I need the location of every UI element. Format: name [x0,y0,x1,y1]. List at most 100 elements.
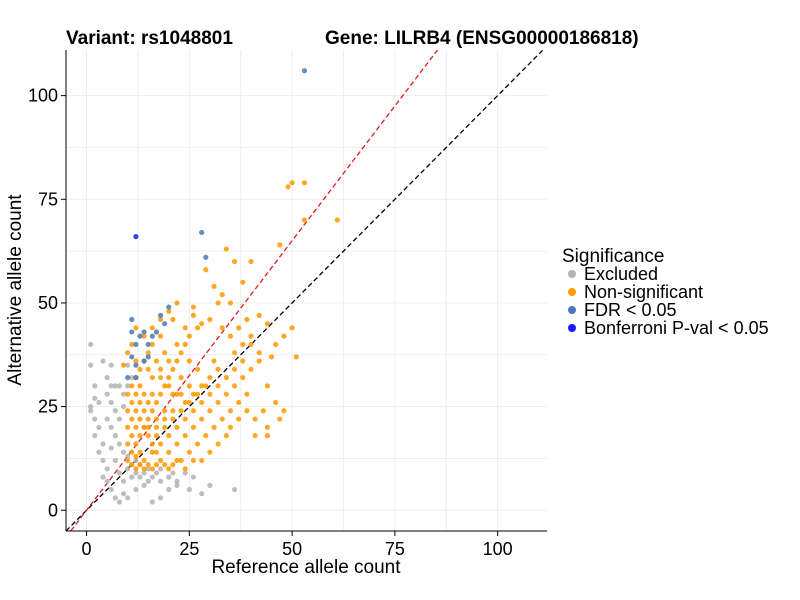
point-non-significant [129,399,135,406]
point-fdr-0-05 [129,354,135,360]
point-fdr-0-05 [129,329,135,335]
point-non-significant [219,292,225,298]
point-fdr-0-05 [166,304,172,310]
point-non-significant [223,391,229,397]
point-non-significant [162,462,168,468]
point-non-significant [190,457,197,464]
point-excluded [129,474,135,480]
point-non-significant [301,180,308,186]
chart-title-gene: Gene: LILRB4 (ENSG00000186818) [325,28,639,49]
point-non-significant [166,358,172,364]
point-non-significant [133,408,139,414]
point-excluded [166,474,172,480]
point-non-significant [162,408,168,414]
point-excluded [108,424,114,430]
point-excluded [100,358,106,364]
reference-line-fitted [69,50,439,531]
point-non-significant [215,383,221,389]
point-excluded [141,482,147,488]
point-non-significant [236,325,242,331]
point-non-significant [293,354,299,360]
point-non-significant [157,333,164,339]
point-excluded [112,408,118,414]
point-excluded [108,399,114,406]
point-non-significant [260,408,266,414]
legend-title: Significance [562,246,664,267]
x-tick-label: 100 [483,539,513,559]
point-non-significant [133,358,139,364]
point-non-significant [248,366,254,372]
point-non-significant [174,424,180,430]
point-non-significant [248,341,254,348]
point-excluded [108,362,114,368]
point-excluded [88,404,94,410]
point-non-significant [133,424,139,430]
point-non-significant [281,408,287,414]
point-excluded [96,449,102,455]
point-non-significant [215,399,221,406]
point-excluded [88,408,94,414]
x-tick-label: 75 [385,539,405,559]
point-non-significant [145,350,151,356]
point-non-significant [125,424,131,430]
point-fdr-0-05 [133,374,139,381]
y-axis-ticks: 0 25 50 75 100 [28,86,66,520]
point-excluded [149,499,155,505]
point-non-significant [244,316,250,323]
point-non-significant [207,391,213,397]
point-non-significant [219,416,225,422]
point-excluded [104,374,110,381]
point-non-significant [289,325,295,331]
reference-line-identity [66,50,544,531]
point-non-significant [145,424,151,430]
point-excluded [100,441,106,447]
point-non-significant [137,366,143,372]
point-non-significant [190,312,197,318]
point-excluded [145,478,151,484]
point-non-significant [223,374,229,381]
point-excluded [174,478,180,484]
point-non-significant [256,350,262,356]
point-fdr-0-05 [137,333,143,339]
point-non-significant [182,416,188,422]
point-non-significant [244,391,250,397]
point-excluded [149,474,155,480]
point-non-significant [170,366,176,372]
point-excluded [170,470,176,476]
point-non-significant [133,466,139,472]
point-non-significant [174,457,180,464]
point-non-significant [149,325,155,331]
point-fdr-0-05 [129,316,135,323]
point-excluded [145,466,151,472]
point-non-significant [182,399,188,406]
point-non-significant [334,217,340,223]
point-non-significant [162,424,168,430]
point-non-significant [137,416,143,422]
point-non-significant [231,350,238,356]
point-excluded [108,445,114,451]
point-non-significant [157,366,164,372]
point-non-significant [149,449,155,455]
point-non-significant [162,383,168,389]
y-tick-label: 25 [38,397,58,417]
reference-lines [66,50,544,531]
point-non-significant [190,391,197,397]
point-excluded [166,486,172,493]
point-non-significant [129,416,135,422]
point-excluded [133,457,139,464]
point-non-significant [199,399,205,406]
point-non-significant [227,300,234,306]
point-non-significant [182,341,188,348]
point-non-significant [273,341,279,348]
point-non-significant [153,449,160,455]
point-non-significant [236,399,242,406]
point-non-significant [141,466,147,472]
point-non-significant [264,433,271,439]
point-non-significant [153,399,160,406]
point-non-significant [215,300,221,306]
point-non-significant [215,366,221,372]
point-non-significant [157,374,164,381]
legend-label-non-significant: Non-significant [584,282,703,302]
point-non-significant [141,424,147,430]
point-excluded [174,482,180,488]
